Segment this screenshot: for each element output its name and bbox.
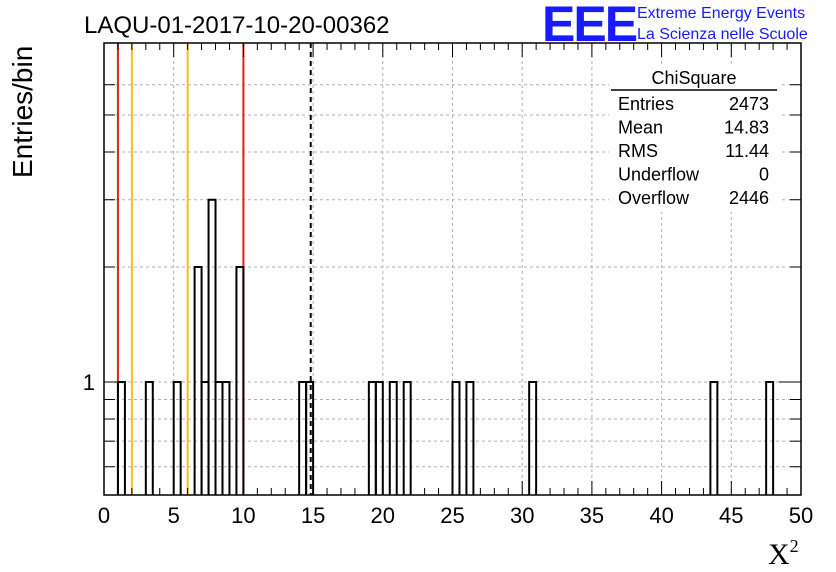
x-tick-label: 5 (168, 503, 180, 528)
stats-row-value: 0 (759, 165, 769, 185)
x-tick-label: 20 (371, 503, 395, 528)
logo-line-1: Extreme Energy Events (637, 5, 805, 22)
histogram-bin (200, 381, 210, 495)
histogram-bin (172, 381, 182, 495)
stats-row-label: Underflow (618, 165, 700, 185)
stats-box: ChiSquare Entries 2473 Mean 14.83 RMS 11.44 Un… (609, 67, 779, 212)
histogram-bin (144, 381, 154, 495)
stats-box-background (609, 67, 779, 212)
histogram-bin (193, 266, 203, 495)
histogram-bin (207, 198, 217, 495)
x-tick-label: 25 (440, 503, 464, 528)
reference-lines (116, 43, 312, 495)
axes (103, 42, 802, 496)
histogram-bin (367, 381, 377, 495)
x-tick-label: 10 (231, 503, 255, 528)
stats-row-value: 2473 (729, 94, 769, 114)
x-axis-label-sup: 2 (790, 536, 799, 556)
x-axis-label: X2 (768, 536, 799, 571)
stats-rows: Entries 2473 Mean 14.83 RMS 11.44 Underflow 0 Ov… (618, 94, 769, 208)
stats-row-label: RMS (618, 141, 658, 161)
x-axis-label-main: X (768, 538, 790, 571)
stats-row-value: 14.83 (724, 118, 769, 138)
stats-title: ChiSquare (651, 68, 736, 88)
x-tick-label: 0 (98, 503, 110, 528)
histogram-bin (235, 266, 245, 495)
stats-row-label: Mean (618, 118, 663, 138)
x-tick-label: 15 (301, 503, 325, 528)
y-axis-label: Entries/bin (7, 46, 38, 178)
y-tick-label: 1 (83, 370, 95, 395)
logo-line-2: La Scienza nelle Scuole (637, 26, 808, 43)
logo-text: EEE (542, 0, 637, 52)
histogram-bin (374, 381, 384, 495)
x-tick-label: 30 (510, 503, 534, 528)
x-tick-label: 50 (789, 503, 813, 528)
stats-row-value: 2446 (729, 188, 769, 208)
x-tick-label: 45 (719, 503, 743, 528)
x-tick-label: 35 (580, 503, 604, 528)
eee-logo: EEE Extreme Energy Events La Scienza nel… (542, 0, 808, 52)
histogram-bin (305, 381, 315, 495)
histogram-bin (116, 381, 126, 495)
stats-row-label: Overflow (618, 188, 690, 208)
stats-row-label: Entries (618, 94, 674, 114)
histogram-bin (221, 381, 231, 495)
histogram-bin (451, 381, 461, 495)
tick-labels: 0 5 10 15 20 25 30 35 40 45 50 1 (83, 370, 813, 528)
histogram-bin (765, 381, 775, 495)
histogram-bin (388, 381, 398, 495)
stats-row-value: 11.44 (725, 141, 769, 161)
histogram-bin (214, 381, 224, 495)
histogram-bin (465, 381, 475, 495)
histogram-bin (709, 381, 719, 495)
histogram-bin (298, 381, 308, 495)
histogram-bin (528, 381, 538, 495)
x-tick-label: 40 (649, 503, 673, 528)
histogram-bins (116, 198, 775, 495)
chart-title: LAQU-01-2017-10-20-00362 (84, 12, 390, 39)
histogram-bin (402, 381, 412, 495)
